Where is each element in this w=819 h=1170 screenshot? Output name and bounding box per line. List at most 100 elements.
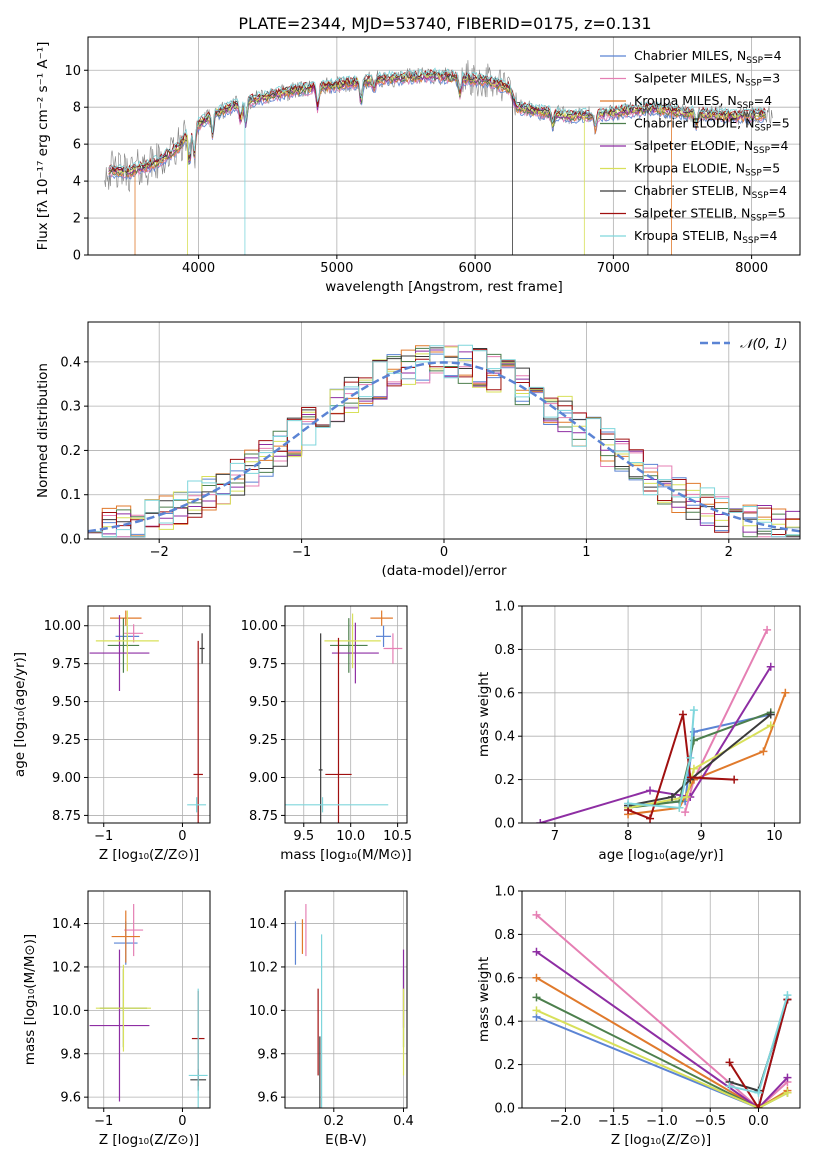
errorbar-point-chabrier-stelib (199, 633, 205, 664)
axes-weight_vs_age: 7 8 9 10 0.0 0.2 0.4 0.6 0.8 1.0 age [log₁₀(age/yr… (476, 600, 801, 863)
plot-area-weight_vs_Z (532, 910, 792, 1108)
x-tick-label: −1.0 (646, 1114, 678, 1129)
errorbar-point-kroupa-miles (370, 610, 393, 626)
y-tick-label: 0.0 (60, 533, 81, 548)
weight-line-kroupa-elodie (536, 1009, 788, 1108)
y-tick-label: 1.0 (494, 600, 515, 615)
weight-marker (532, 910, 541, 919)
axes-frame (87, 890, 211, 1109)
normal-curve (88, 361, 800, 533)
y-tick-label: 0.4 (494, 730, 515, 745)
weight-marker (783, 991, 792, 1000)
x-tick-label: 10 (766, 829, 783, 844)
weight-line-salpeter-elodie (535, 950, 789, 1108)
residual-histogram-kroupa-stelib (88, 344, 800, 539)
x-tick-label: 0.4 (393, 1114, 414, 1129)
plot-area-weight_vs_age (536, 625, 790, 823)
y-tick-label: 9.25 (249, 733, 278, 748)
y-axis-label: mass weight (476, 672, 492, 757)
x-tick-label: 4000 (182, 261, 215, 276)
x-tick-label: 7 (551, 829, 559, 844)
weight-marker (686, 773, 695, 782)
errorbar-point-chabrier-elodie (330, 618, 368, 673)
x-tick-label: −1 (292, 545, 311, 560)
axes-frame (87, 36, 801, 256)
y-tick-label: 8.75 (249, 809, 278, 824)
y-tick-label: 1.0 (494, 885, 515, 900)
y-tick-label: 9.8 (257, 1047, 278, 1062)
errorbar-point-kroupa-elodie (324, 613, 381, 669)
x-axis-label: Z [log₁₀(Z/Z⊙)] (611, 1132, 711, 1148)
y-tick-label: 9.75 (249, 657, 278, 672)
y-tick-label: 9.25 (52, 733, 81, 748)
x-tick-label: 0 (178, 829, 186, 844)
errorbar-point-kroupa-miles (111, 910, 140, 963)
x-tick-label: 0.0 (748, 1114, 769, 1129)
weight-marker (766, 721, 775, 730)
errorbar-point-chabrier-elodie (107, 618, 140, 673)
plot-area-mass_vs_Z (89, 904, 208, 1108)
weight-marker (686, 753, 695, 762)
x-tick-label: −1.5 (598, 1114, 630, 1129)
legend-label: Kroupa ELODIE, NSSP=5 (634, 161, 780, 179)
weight-marker (689, 706, 698, 715)
weight-marker (532, 947, 541, 956)
y-tick-label: 9.00 (52, 771, 81, 786)
y-tick-label: 10 (64, 64, 81, 79)
weight-line-kroupa-stelib (627, 710, 695, 809)
x-tick-label: 0 (178, 1114, 186, 1129)
y-tick-label: 9.00 (249, 771, 278, 786)
legend-label: Chabrier MILES, NSSP=4 (634, 48, 782, 66)
plot-area-residuals (88, 344, 800, 539)
y-tick-label: 10.00 (44, 619, 81, 634)
y-axis-label: age [log₁₀(age/yr)] (12, 652, 28, 777)
y-tick-label: 9.50 (249, 695, 278, 710)
y-tick-label: 10.2 (52, 960, 81, 975)
x-tick-label: 2 (725, 545, 733, 560)
y-tick-label: 10.0 (52, 1004, 81, 1019)
weight-line-salpeter-miles (535, 914, 789, 1108)
plot-area-age_vs_mass (285, 610, 403, 823)
weight-marker (730, 775, 739, 784)
weight-marker (681, 808, 690, 817)
legend-label: 𝒩(0, 1) (740, 337, 787, 352)
x-axis-label: Z [log₁₀(Z/Z⊙)] (99, 847, 199, 863)
weight-marker (754, 1104, 763, 1108)
y-tick-label: 0.2 (60, 444, 81, 459)
x-axis-label: E(B-V) (325, 1132, 367, 1148)
y-tick-label: 10.4 (52, 917, 81, 932)
errorbar-point-salpeter-stelib (193, 640, 203, 823)
weight-marker (725, 1082, 734, 1091)
errorbar-point-kroupa-elodie (95, 610, 159, 672)
plot-area-age_vs_Z (89, 610, 207, 823)
axes-frame (521, 605, 801, 824)
weight-marker (763, 625, 772, 634)
weight-line-salpeter-elodie (540, 666, 772, 823)
weight-marker (754, 1088, 763, 1097)
x-tick-label: 9 (697, 829, 705, 844)
legend-label: Salpeter ELODIE, NSSP=4 (634, 138, 789, 156)
weight-marker (532, 993, 541, 1002)
x-tick-label: 10.0 (336, 829, 365, 844)
x-tick-label: −0.5 (694, 1114, 726, 1129)
y-tick-label: 0.3 (60, 400, 81, 415)
legend-label: Salpeter MILES, NSSP=3 (634, 71, 780, 89)
x-tick-label: −2 (150, 545, 169, 560)
errorbar-point-kroupa-elodie (95, 964, 151, 1052)
weight-marker (532, 1006, 541, 1015)
errorbar-point-kroupa-stelib (285, 797, 389, 813)
weight-marker (783, 1073, 792, 1082)
figure-title: PLATE=2344, MJD=53740, FIBERID=0175, z=0… (238, 14, 651, 33)
x-tick-label: 10.5 (383, 829, 412, 844)
x-tick-label: 0.2 (323, 1114, 344, 1129)
axes-frame (521, 890, 801, 1109)
errorbar-point-kroupa-stelib (187, 797, 207, 813)
y-tick-label: 0.4 (494, 1015, 515, 1030)
x-tick-label: 8000 (735, 261, 768, 276)
axes-mass_vs_ebv: 0.2 0.4 9.6 9.8 10.0 10.2 10.4 E(B-V) (249, 890, 414, 1148)
weight-marker (532, 973, 541, 982)
y-tick-label: 0.8 (494, 643, 515, 658)
x-tick-label: 6000 (459, 261, 492, 276)
x-tick-label: 5000 (320, 261, 353, 276)
